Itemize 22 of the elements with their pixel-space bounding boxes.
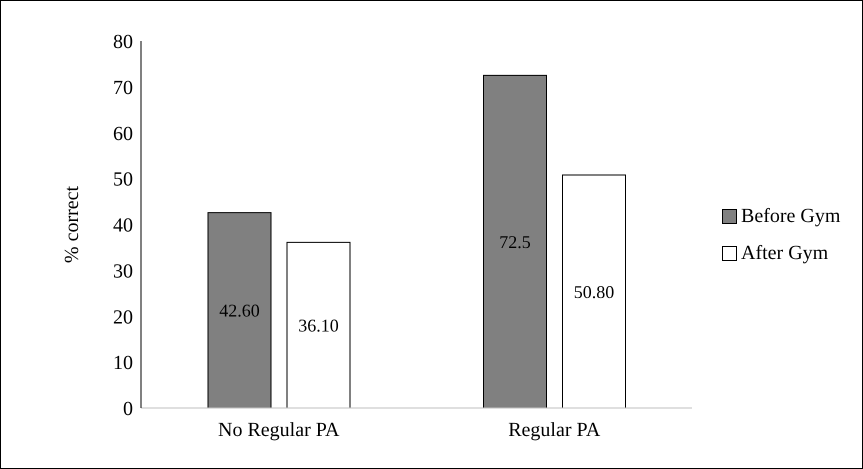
y-tick-label: 10: [113, 352, 133, 374]
y-axis-title: % correct: [61, 185, 84, 264]
y-tick-label: 40: [113, 214, 133, 237]
x-tick-label: No Regular PA: [218, 419, 340, 442]
y-tick-label: 80: [113, 31, 133, 54]
y-tick-label: 0: [123, 398, 133, 420]
y-tick-label: 50: [113, 168, 133, 191]
data-label: 50.80: [574, 282, 614, 302]
legend-label: Before Gym: [741, 204, 840, 228]
y-tick-label: 30: [113, 260, 133, 282]
y-tick-label: 70: [113, 76, 133, 99]
bar: [562, 174, 626, 408]
data-label: 42.60: [219, 300, 260, 321]
data-label: 36.10: [298, 316, 339, 336]
y-tick-label: 20: [113, 306, 133, 328]
y-tick-label: 60: [113, 122, 133, 145]
legend-label: After Gym: [741, 242, 828, 264]
x-tick-label: Regular PA: [508, 419, 601, 442]
bar: [208, 212, 272, 408]
bar: [286, 242, 350, 408]
data-label: 72.5: [499, 232, 531, 252]
bar: [483, 74, 547, 408]
